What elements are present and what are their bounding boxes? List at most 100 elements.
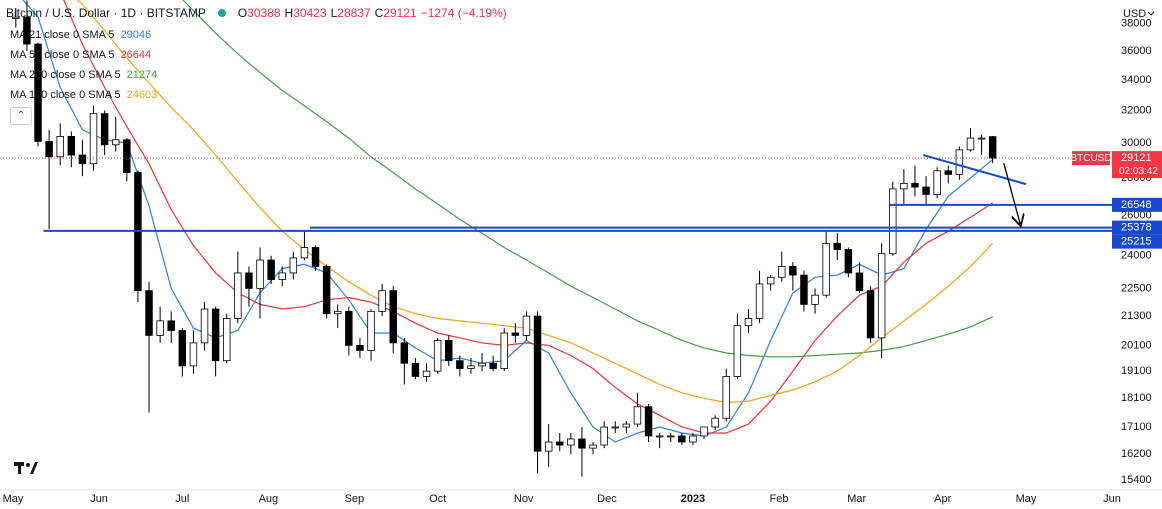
candle-body [489, 362, 497, 369]
header: Bitcoin / U.S. Dollar · 1D · BITSTAMP O 3… [6, 6, 511, 20]
candle-body [722, 376, 730, 419]
candle-body [966, 137, 975, 151]
candle-body [256, 259, 264, 289]
candle-body [178, 330, 187, 367]
candle-body [556, 441, 564, 446]
candle-body [533, 315, 542, 452]
change-value: −1274 (−4.19%) [420, 6, 507, 20]
level-label-bg [1112, 197, 1162, 212]
x-tick-label: Jul [175, 493, 189, 505]
candle-body [456, 360, 464, 369]
ohlc-value: 30423 [293, 6, 327, 20]
x-tick-label: Aug [259, 493, 279, 505]
y-tick-label: 18100 [1121, 392, 1152, 404]
symbol-title[interactable]: Bitcoin / U.S. Dollar · 1D · BITSTAMP [6, 6, 206, 20]
candle-body [633, 406, 642, 425]
x-tick-label: Jun [1103, 493, 1121, 505]
candle-body [478, 362, 486, 367]
level-label: 25215 [1121, 236, 1152, 248]
legend-value: 21274 [126, 69, 158, 81]
candle-body [589, 444, 597, 449]
level-label-bg [1112, 220, 1162, 235]
x-tick-label: Oct [429, 493, 446, 505]
y-tick-label: 30000 [1121, 137, 1152, 149]
candle-body [278, 272, 286, 280]
candle-body [922, 186, 930, 195]
candle-body [245, 272, 253, 289]
currency-caret [1147, 11, 1155, 16]
level-label-bg [1112, 234, 1162, 249]
candle-body [211, 308, 220, 362]
logo [14, 462, 38, 474]
y-tick-label: 15400 [1121, 474, 1152, 486]
ohlc-prefix: O [237, 6, 248, 20]
candle-body [833, 242, 841, 250]
y-tick-label: 21300 [1121, 310, 1152, 322]
y-tick-label: 17100 [1121, 421, 1152, 433]
candle-body [611, 426, 619, 429]
candle-body [766, 276, 775, 285]
candle-body [34, 43, 42, 142]
ma-line [22, 0, 994, 443]
currency[interactable]: USD [1123, 8, 1146, 20]
collapse-button[interactable]: ⌃ [10, 107, 32, 125]
legend-row: MA 50 close 0 SMA 5 26644 [10, 48, 157, 68]
candle-body [167, 320, 175, 331]
arrow [1003, 162, 1021, 225]
x-tick-label: Jun [90, 493, 108, 505]
candle-body [889, 188, 897, 255]
level-label: 25378 [1121, 222, 1152, 234]
x-tick-label: Nov [514, 493, 534, 505]
candle-body [544, 441, 553, 452]
y-tick-label: 16200 [1121, 448, 1152, 460]
x-tick-label: May [3, 493, 24, 505]
y-tick-label: 38000 [1121, 18, 1152, 30]
candle-body [900, 182, 908, 190]
x-tick-label: 2023 [681, 493, 705, 505]
candle-body [12, 16, 20, 19]
ohlc-value: 29121 [383, 6, 417, 20]
y-tick-label: 36000 [1121, 45, 1152, 57]
candle-body [700, 426, 708, 437]
candle-body [877, 253, 886, 339]
y-tick-label: 24000 [1121, 250, 1152, 262]
candle-body [311, 247, 320, 267]
candle-body [567, 438, 575, 446]
candle-body [578, 438, 586, 449]
candle-body [655, 435, 664, 438]
ohlc-prefix: C [374, 6, 384, 20]
ohlc-prefix: H [284, 6, 294, 20]
x-tick-label: Feb [769, 493, 788, 505]
candle-body [755, 283, 764, 319]
ma-line [76, 0, 994, 404]
candle-body [844, 249, 853, 274]
legend-row: MA 200 close 0 SMA 5 21274 [10, 68, 157, 88]
candle-body [45, 141, 53, 158]
candle-body [300, 247, 309, 259]
y-tick-label: 22500 [1121, 282, 1152, 294]
y-tick-label: 26000 [1121, 209, 1152, 221]
candle-body [678, 435, 686, 443]
candle-body [733, 325, 742, 377]
candle-body [433, 339, 442, 372]
candle-body [345, 310, 353, 346]
candle-body [100, 113, 109, 146]
trendline [923, 154, 1027, 186]
time-axis-bg [0, 490, 1112, 509]
candle-body [822, 242, 830, 296]
ohlc-prefix: L [330, 6, 338, 20]
legend-name: MA 50 close 0 SMA 5 [10, 49, 115, 61]
candle-body [123, 139, 131, 173]
legend-name: MA 200 close 0 SMA 5 [10, 69, 121, 81]
ohlc-value: 28837 [337, 6, 371, 20]
candle-body [56, 136, 64, 158]
candle-body [189, 342, 198, 367]
candle-body [667, 435, 675, 438]
legend-row: MA 21 close 0 SMA 5 29046 [10, 28, 157, 48]
y-tick-label: 34000 [1121, 74, 1152, 86]
candle-body [800, 274, 808, 305]
candle-body [500, 332, 508, 369]
ticker-label: BTCUSD [1070, 153, 1111, 164]
